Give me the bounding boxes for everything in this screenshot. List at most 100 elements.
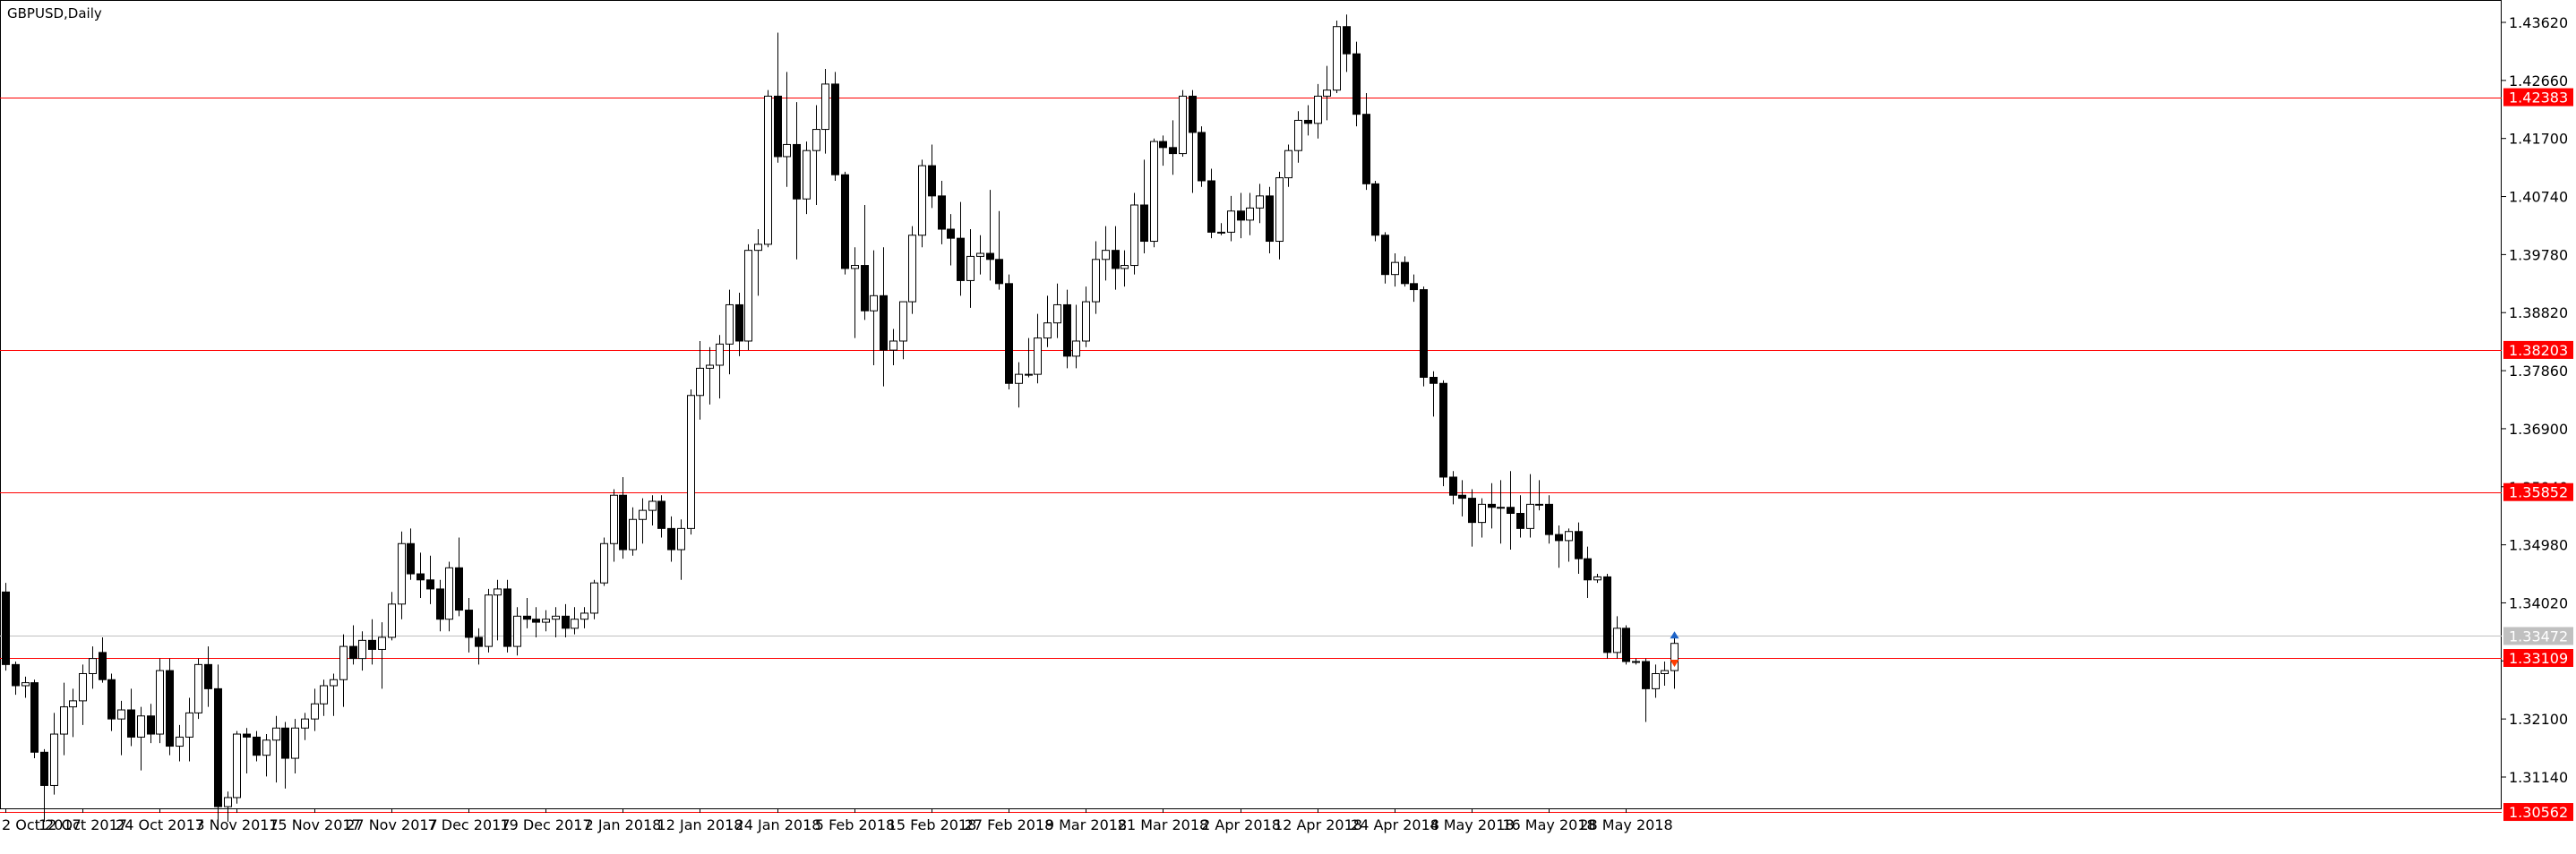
candle bbox=[1575, 522, 1583, 575]
candle-body-up bbox=[696, 367, 704, 397]
time-tick-label: 12 Oct 2017 bbox=[39, 816, 127, 833]
candle-body-down bbox=[243, 733, 251, 738]
candle-body-down bbox=[532, 619, 540, 623]
level-label-bg bbox=[2503, 483, 2573, 501]
candle bbox=[908, 226, 916, 314]
candle-body-up bbox=[224, 797, 232, 807]
candle-body-down bbox=[166, 670, 174, 747]
candle bbox=[687, 389, 695, 535]
candle bbox=[40, 748, 48, 822]
candle bbox=[1343, 14, 1351, 73]
candle-body-up bbox=[311, 703, 319, 720]
candle-body-up bbox=[580, 612, 588, 620]
candle bbox=[754, 229, 762, 296]
candle bbox=[716, 335, 724, 399]
candle bbox=[513, 607, 521, 656]
candle-body-up bbox=[764, 95, 772, 245]
candle bbox=[1121, 250, 1129, 287]
price-tick-label: 1.36900 bbox=[2509, 421, 2568, 438]
candle bbox=[571, 607, 579, 635]
candle bbox=[1507, 471, 1515, 551]
candle-body-up bbox=[301, 718, 309, 729]
candle-body-down bbox=[831, 83, 839, 175]
level-label-bg bbox=[2503, 803, 2573, 822]
level-label: 1.33109 bbox=[2509, 650, 2568, 667]
time-tick-label: 15 Feb 2018 bbox=[888, 816, 977, 833]
candle-body-up bbox=[60, 706, 68, 735]
candle-body-down bbox=[12, 663, 20, 687]
candle-body-up bbox=[899, 301, 907, 342]
candle-body-down bbox=[30, 682, 39, 753]
candle-body-down bbox=[523, 615, 531, 620]
candle-body-down bbox=[1063, 303, 1071, 357]
candle-body-down bbox=[1189, 95, 1197, 133]
candle-body-up bbox=[1043, 322, 1052, 339]
candle bbox=[1015, 362, 1023, 408]
price-tick-label: 1.40740 bbox=[2509, 189, 2568, 206]
candle bbox=[600, 537, 608, 586]
candle bbox=[1130, 192, 1138, 275]
candle bbox=[1410, 274, 1418, 303]
candle bbox=[475, 628, 483, 665]
level-label: 1.38203 bbox=[2509, 342, 2568, 359]
candle-body-down bbox=[214, 687, 222, 807]
level-label-bg bbox=[2503, 648, 2573, 667]
candle bbox=[523, 598, 531, 628]
candle-body-down bbox=[1159, 141, 1167, 149]
candle-body-up bbox=[1565, 531, 1573, 542]
candle-body-down bbox=[1488, 503, 1496, 508]
candle-body-down bbox=[253, 736, 261, 756]
time-tick-label: 12 Jan 2018 bbox=[657, 816, 743, 833]
candle-body-up bbox=[1535, 503, 1543, 506]
candle bbox=[69, 688, 77, 738]
candle-body-down bbox=[1362, 114, 1370, 184]
candle bbox=[465, 598, 473, 653]
candle bbox=[619, 476, 627, 559]
candle-body-up bbox=[1121, 265, 1129, 269]
candle bbox=[79, 664, 87, 725]
candle bbox=[1198, 126, 1206, 187]
candle bbox=[966, 229, 975, 308]
price-tick-label: 1.37860 bbox=[2509, 363, 2568, 380]
candle-body-up bbox=[851, 265, 859, 269]
candle-body-down bbox=[368, 639, 376, 650]
candle-body-up bbox=[1053, 303, 1061, 324]
candle bbox=[590, 579, 598, 619]
candle bbox=[1063, 289, 1071, 369]
candle-body-up bbox=[50, 733, 58, 786]
time-tick-label: 4 May 2018 bbox=[1430, 816, 1514, 833]
candle bbox=[1005, 274, 1013, 390]
candle-body-down bbox=[1584, 558, 1592, 581]
time-tick-label: 2 Oct 2017 bbox=[2, 816, 82, 833]
time-tick-label: 7 Dec 2017 bbox=[427, 816, 510, 833]
candle bbox=[127, 688, 135, 747]
candle bbox=[1661, 661, 1669, 687]
candle-body-up bbox=[552, 615, 560, 620]
candle-body-up bbox=[1275, 177, 1284, 243]
candle bbox=[677, 519, 685, 580]
candle bbox=[1294, 111, 1302, 163]
level-label-bg bbox=[2503, 88, 2573, 107]
candle bbox=[1227, 195, 1235, 242]
candle-body-up bbox=[1256, 195, 1264, 209]
time-tick-label: 5 Feb 2018 bbox=[815, 816, 895, 833]
current-price-label-bg bbox=[2503, 627, 2573, 645]
candle bbox=[1430, 371, 1438, 417]
candle bbox=[870, 250, 878, 365]
price-tick-label: 1.41700 bbox=[2509, 131, 2568, 148]
candle-body-down bbox=[2, 591, 10, 665]
candle bbox=[861, 204, 869, 320]
candle bbox=[147, 704, 155, 744]
candle-body-down bbox=[455, 567, 463, 611]
candle-body-down bbox=[1449, 476, 1457, 496]
candle bbox=[947, 214, 955, 266]
candle bbox=[1053, 283, 1061, 338]
candle-body-down bbox=[349, 645, 357, 660]
candle-body-up bbox=[1217, 231, 1225, 234]
candle-body-up bbox=[378, 636, 386, 650]
candle bbox=[1256, 184, 1264, 224]
candle bbox=[194, 658, 202, 720]
candle bbox=[455, 537, 463, 617]
candle bbox=[1092, 241, 1100, 314]
candle bbox=[1179, 90, 1187, 157]
